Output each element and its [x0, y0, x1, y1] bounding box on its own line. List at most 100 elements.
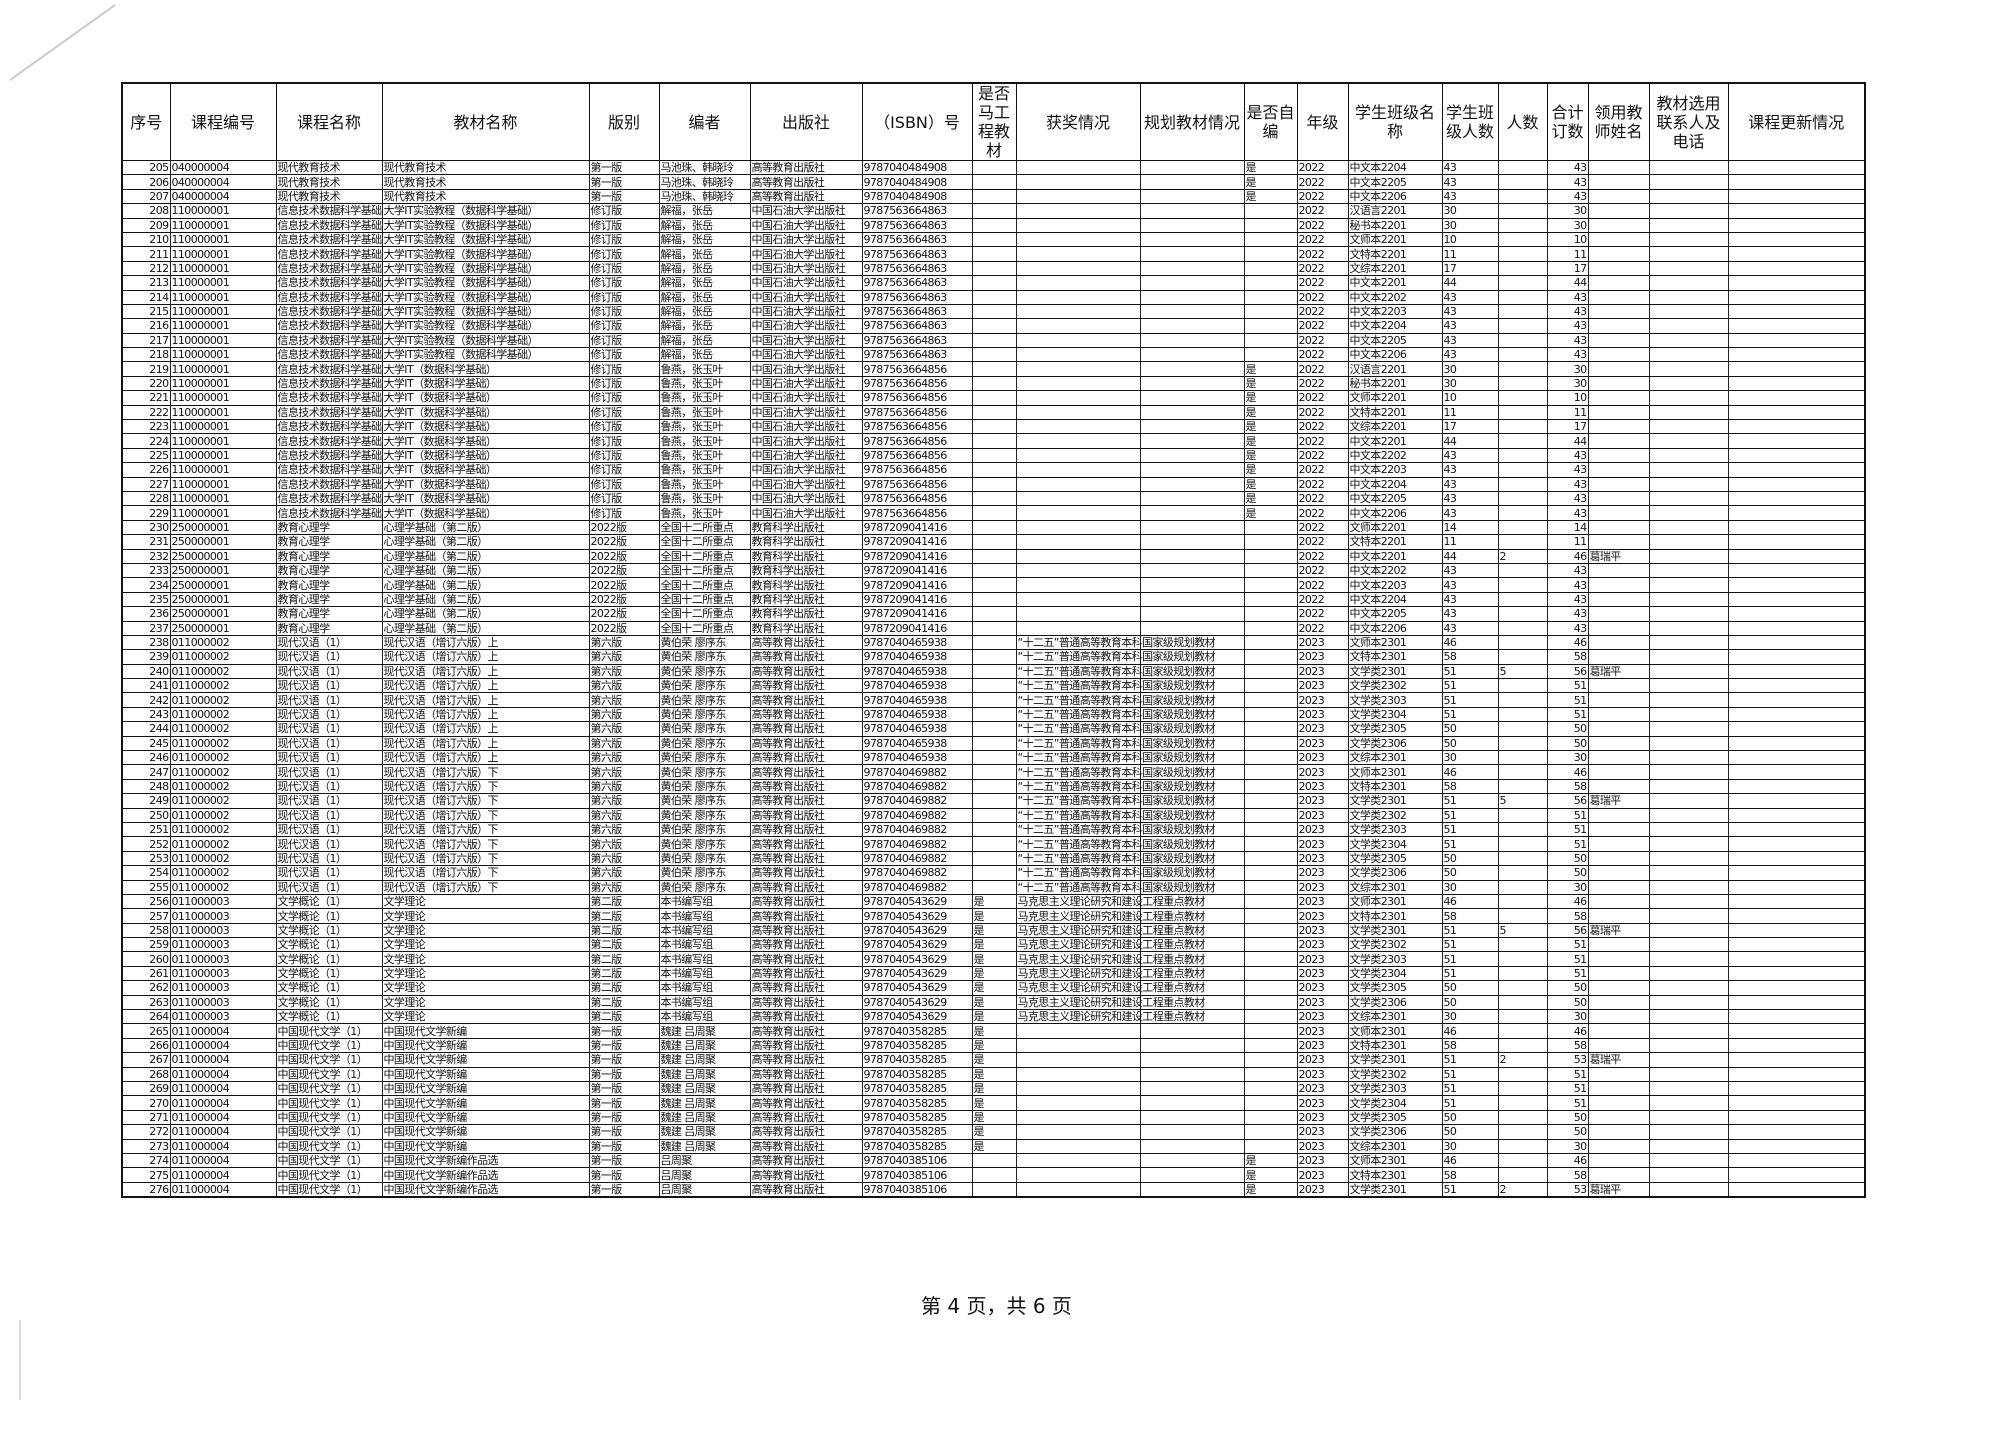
- cell-edition: 修订版: [588, 491, 660, 507]
- cell-self-compiled: [1243, 649, 1298, 665]
- cell-class-name: 文学类2306: [1347, 865, 1443, 881]
- cell-contact: [1648, 894, 1729, 910]
- cell-teacher: [1587, 836, 1650, 852]
- cell-course-update: [1727, 347, 1866, 363]
- cell-self-compiled: 是: [1243, 491, 1298, 507]
- cell-marx-project: [971, 721, 1017, 737]
- cell-course-code: 110000001: [169, 405, 277, 421]
- cell-total-order: 43: [1546, 592, 1589, 608]
- cell-award: [1015, 563, 1141, 579]
- cell-class-name: 文学类2305: [1347, 721, 1443, 737]
- cell-course-update: [1727, 419, 1866, 435]
- cell-author: 黄伯荣 廖序东: [658, 808, 751, 823]
- cell-course-code: 011000004: [169, 1052, 277, 1068]
- cell-publisher: 高等教育出版社: [749, 779, 863, 795]
- cell-contact: [1648, 462, 1729, 478]
- cell-teacher: [1587, 1153, 1650, 1169]
- cell-class-name: 中文本2205: [1347, 174, 1443, 190]
- cell-marx-project: [971, 347, 1017, 363]
- table-row: 219 110000001 信息技术数据科学基础 大学IT（数据科学基础） 修订版 鲁燕，…: [121, 361, 1866, 377]
- cell-total-order: 50: [1546, 721, 1589, 737]
- cell-award: [1015, 333, 1141, 349]
- cell-textbook-name: 中国现代文学新编: [381, 1023, 590, 1039]
- cell-author: 吕周聚: [658, 1153, 751, 1169]
- cell-course-update: [1727, 923, 1866, 939]
- cell-class-size: 58: [1441, 649, 1499, 665]
- cell-textbook-name: 中国现代文学新编: [381, 1081, 590, 1097]
- cell-course-code: 110000001: [169, 477, 277, 492]
- cell-extra-count: [1497, 347, 1548, 363]
- cell-planned-textbook: [1139, 261, 1245, 277]
- cell-course-update: [1727, 1182, 1866, 1198]
- cell-course-name: 中国现代文学（1）: [275, 1124, 383, 1140]
- cell-self-compiled: [1243, 1052, 1298, 1068]
- cell-course-code: 250000001: [169, 534, 277, 550]
- cell-isbn: 9787040465938: [861, 678, 973, 694]
- table-row: 247 011000002 现代汉语（1） 现代汉语（增订六版）下 第六版 黄伯荣 廖序东…: [121, 764, 1866, 780]
- table-row: 255 011000002 现代汉语（1） 现代汉语（增订六版）下 第六版 黄伯荣 廖序东…: [121, 880, 1866, 895]
- cell-award: [1015, 520, 1141, 536]
- cell-publisher: 高等教育出版社: [749, 1023, 863, 1039]
- cell-class-name: 文师本2201: [1347, 232, 1443, 248]
- cell-isbn: 9787563664856: [861, 433, 973, 449]
- cell-award: 马克思主义理论研究和建设工程重点教材: [1015, 923, 1205, 939]
- cell-course-code: 011000002: [169, 880, 277, 895]
- cell-marx-project: [971, 1153, 1017, 1169]
- cell-extra-count: [1497, 966, 1548, 982]
- cell-self-compiled: [1243, 736, 1298, 752]
- cell-teacher: [1587, 160, 1650, 176]
- cell-course-update: [1727, 621, 1866, 636]
- cell-teacher: [1587, 448, 1650, 464]
- cell-class-size: 14: [1441, 520, 1499, 536]
- cell-marx-project: [971, 822, 1017, 838]
- cell-seq: 239: [121, 649, 171, 665]
- cell-edition: 2022版: [588, 606, 660, 622]
- cell-total-order: 58: [1546, 779, 1589, 795]
- cell-class-name: 中文本2204: [1347, 160, 1443, 176]
- cell-edition: 第六版: [588, 635, 660, 651]
- cell-teacher: [1587, 635, 1650, 651]
- cell-marx-project: [971, 779, 1017, 795]
- cell-course-name: 现代汉语（1）: [275, 664, 383, 680]
- cell-teacher: [1587, 174, 1650, 190]
- cell-grade: 2022: [1296, 477, 1349, 492]
- cell-isbn: 9787040543629: [861, 894, 973, 910]
- cell-edition: 第一版: [588, 1067, 660, 1083]
- cell-extra-count: 5: [1497, 664, 1548, 680]
- cell-self-compiled: [1243, 347, 1298, 363]
- cell-publisher: 教育科学出版社: [749, 592, 863, 608]
- header-course-update: 课程更新情况: [1727, 82, 1866, 161]
- cell-class-size: 50: [1441, 995, 1499, 1011]
- cell-author: 黄伯荣 廖序东: [658, 707, 751, 723]
- cell-extra-count: [1497, 361, 1548, 377]
- cell-author: 黄伯荣 廖序东: [658, 822, 751, 838]
- cell-class-name: 中文本2206: [1347, 189, 1443, 205]
- cell-extra-count: [1497, 621, 1548, 636]
- table-row: 214 110000001 信息技术数据科学基础 大学IT实验教程（数据科学基础） 修订…: [121, 290, 1866, 305]
- cell-isbn: 9787563664856: [861, 376, 973, 392]
- cell-class-size: 46: [1441, 1023, 1499, 1039]
- cell-self-compiled: [1243, 203, 1298, 219]
- cell-edition: 2022版: [588, 520, 660, 536]
- cell-marx-project: [971, 793, 1017, 809]
- cell-course-name: 教育心理学: [275, 606, 383, 622]
- cell-seq: 234: [121, 577, 171, 593]
- cell-contact: [1648, 1081, 1729, 1097]
- cell-seq: 220: [121, 376, 171, 392]
- cell-isbn: 9787040469882: [861, 764, 973, 780]
- cell-grade: 2023: [1296, 721, 1349, 737]
- table-row: 212 110000001 信息技术数据科学基础 大学IT实验教程（数据科学基础） 修订…: [121, 261, 1866, 277]
- cell-teacher: [1587, 592, 1650, 608]
- cell-course-name: 现代汉语（1）: [275, 865, 383, 881]
- cell-teacher: [1587, 880, 1650, 895]
- cell-course-update: [1727, 692, 1866, 708]
- cell-author: 魏建 吕周聚: [658, 1038, 751, 1054]
- cell-course-update: [1727, 707, 1866, 723]
- cell-total-order: 43: [1546, 563, 1589, 579]
- cell-self-compiled: [1243, 290, 1298, 305]
- cell-seq: 249: [121, 793, 171, 809]
- cell-course-code: 011000002: [169, 822, 277, 838]
- header-extra-count: 人数: [1497, 82, 1548, 161]
- cell-grade: 2023: [1296, 1139, 1349, 1154]
- cell-isbn: 9787040465938: [861, 707, 973, 723]
